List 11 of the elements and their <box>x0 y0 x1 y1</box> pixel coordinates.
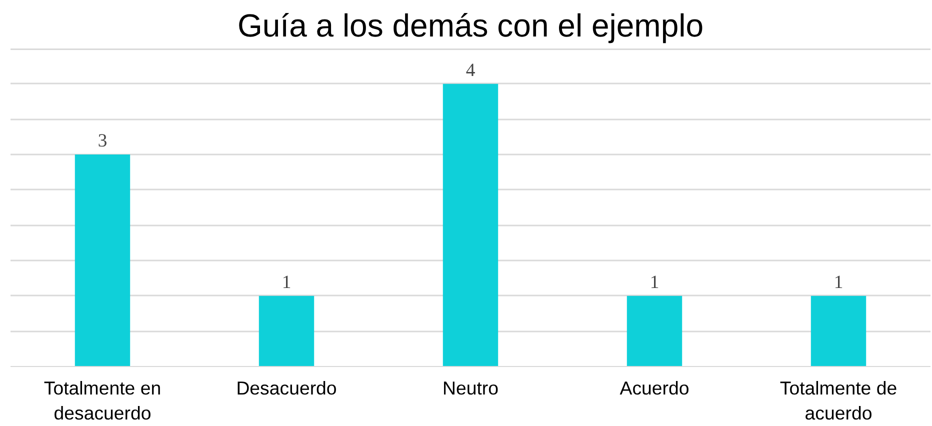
x-tick-label: Totalmente de acuerdo <box>780 378 898 424</box>
data-label: 3 <box>98 130 108 152</box>
x-tick-label: Totalmente en desacuerdo <box>44 378 162 424</box>
chart-title: Guía a los demás con el ejemplo <box>237 8 704 44</box>
data-label: 1 <box>650 272 660 293</box>
data-label: 4 <box>466 60 476 81</box>
x-tick-label: Acuerdo <box>620 378 690 398</box>
x-tick-label: Neutro <box>442 378 498 398</box>
data-label: 1 <box>834 272 844 293</box>
x-tick-label: Desacuerdo <box>236 378 337 398</box>
data-label: 1 <box>282 272 292 293</box>
